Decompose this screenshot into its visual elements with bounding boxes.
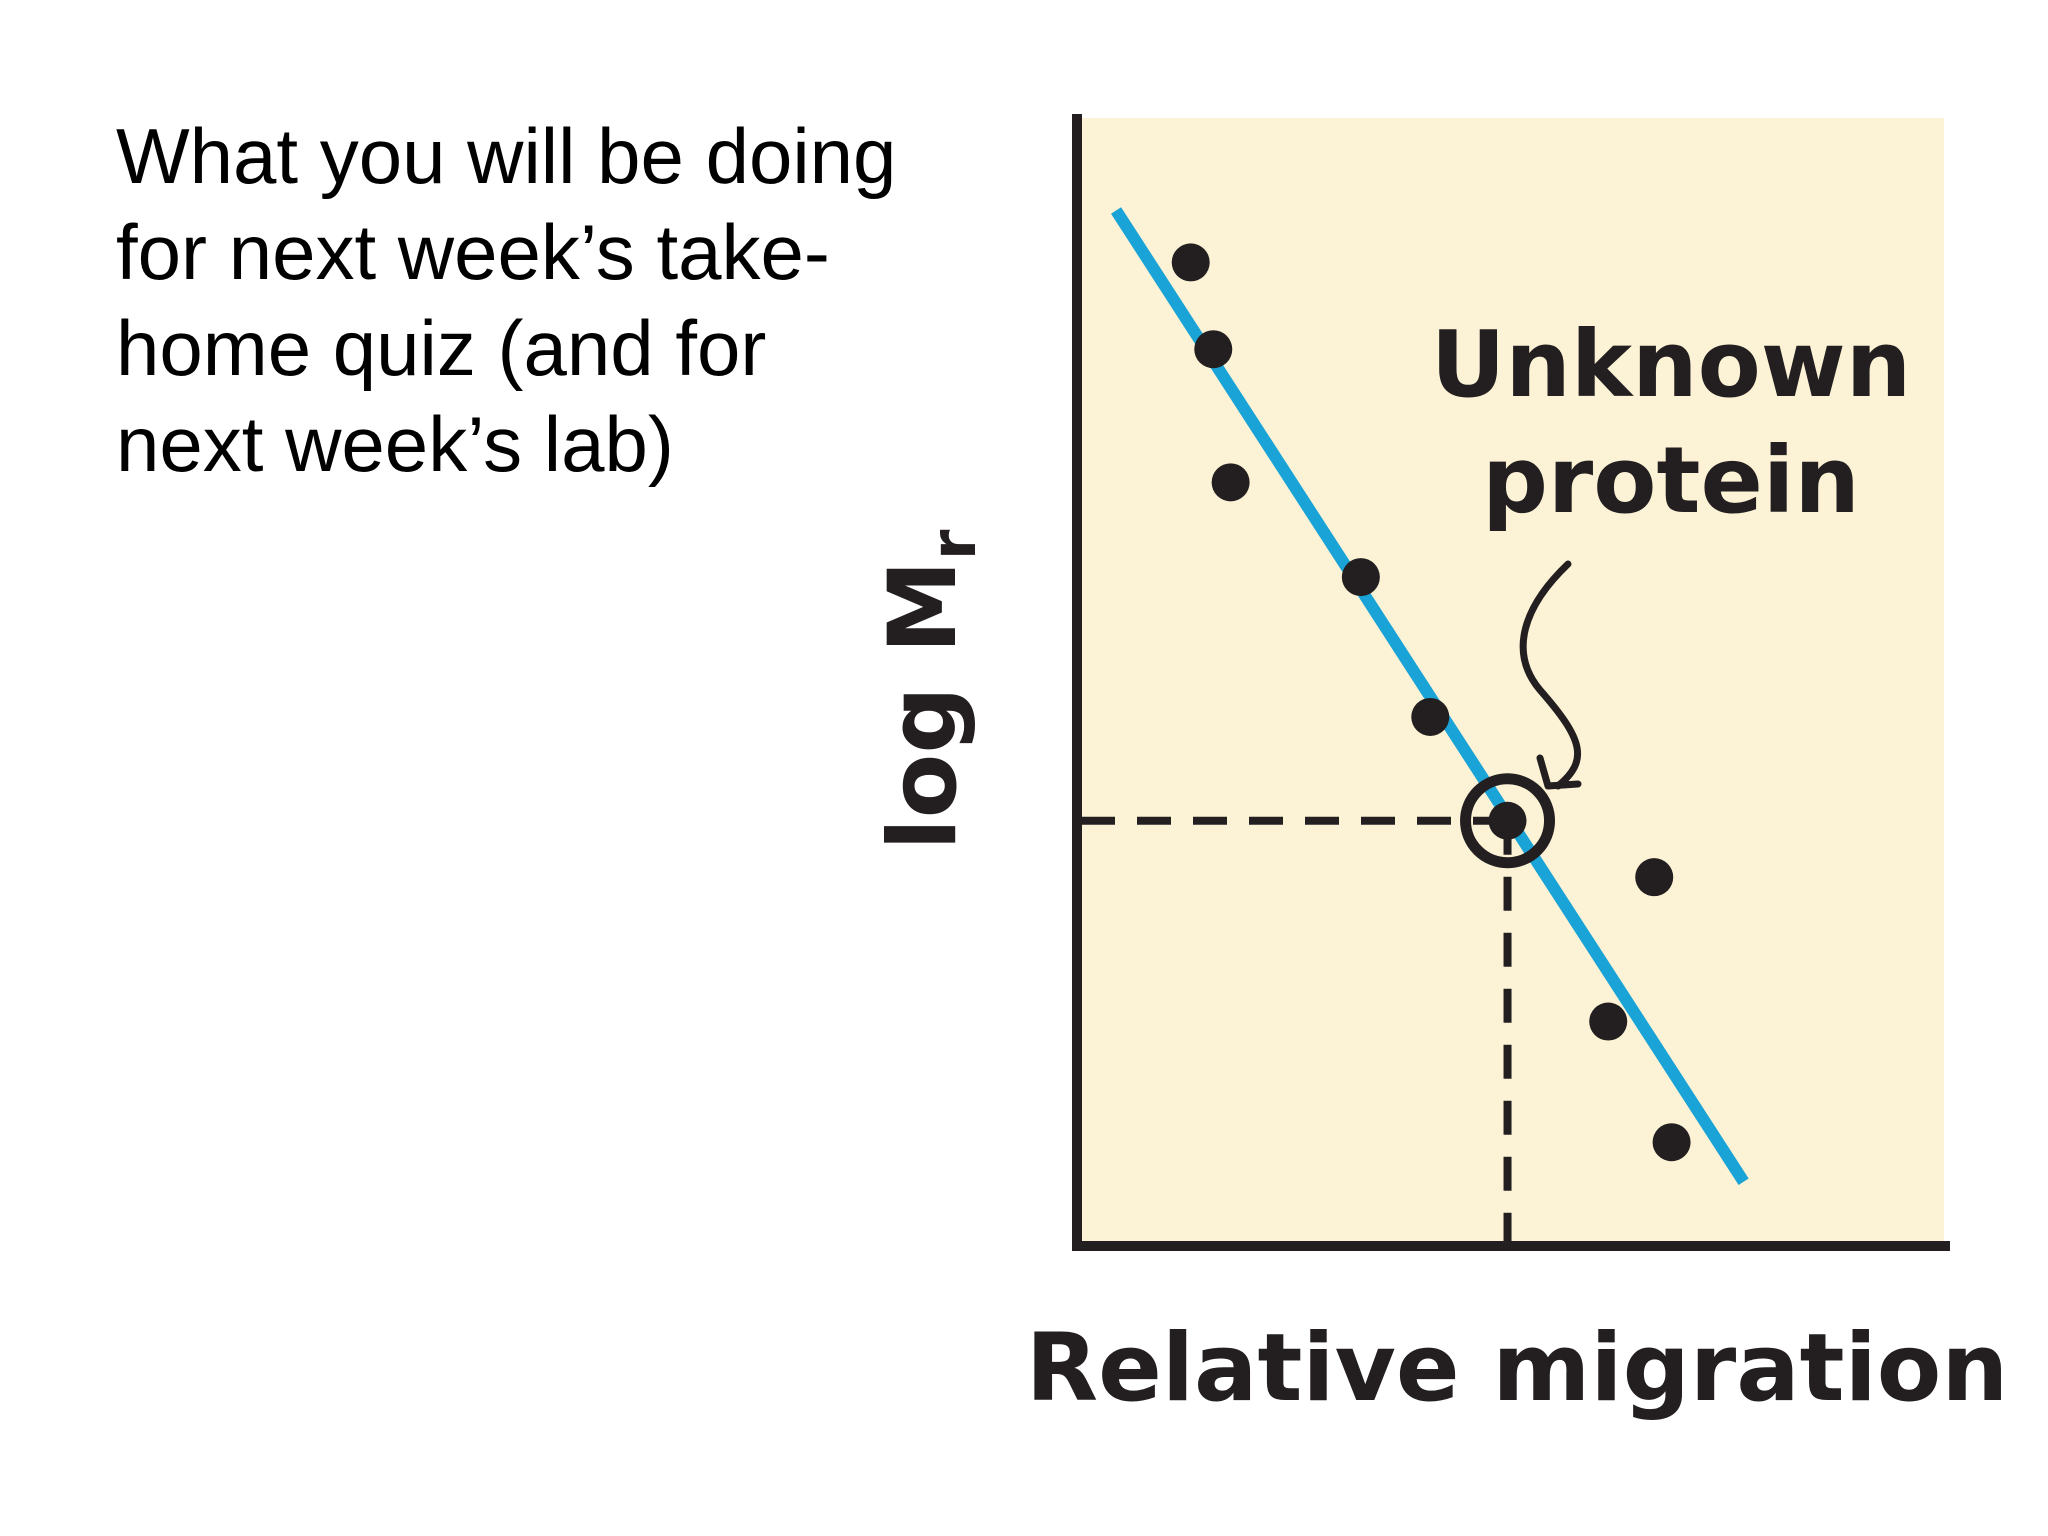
slide-text-line: next week’s lab) [116, 400, 674, 488]
data-points [1171, 243, 1691, 1162]
unknown-ring [1460, 773, 1556, 869]
dashed-guides [1081, 816, 1512, 1246]
annotation-label-line: protein [1482, 427, 1860, 534]
unknown-point [1488, 801, 1527, 840]
slide-text-line: home quiz (and for [116, 304, 767, 392]
arrow-head [1536, 754, 1582, 790]
data-point [1211, 463, 1250, 502]
x-axis-label: Relative migration [1026, 1314, 2009, 1423]
data-point [1171, 243, 1210, 282]
y-axis-label-subscript: r [917, 529, 990, 560]
y-axis-label: log Mr [869, 529, 990, 850]
annotation-arrow [1519, 560, 1582, 790]
data-point [1652, 1123, 1691, 1162]
y-axis-label-main: log M [869, 560, 978, 850]
slide-text-line: What you will be doing [116, 112, 897, 200]
slide-text: What you will be doing for next week’s t… [116, 108, 956, 492]
fit-line [1111, 207, 1749, 1185]
data-point [1635, 858, 1674, 897]
annotation-label-line: Unknown [1431, 311, 1912, 418]
slide-text-line: for next week’s take- [116, 208, 830, 296]
svg-text:log Mr: log Mr [869, 529, 990, 850]
data-point [1341, 558, 1380, 597]
data-point [1194, 330, 1233, 369]
data-point [1411, 697, 1450, 736]
data-point [1589, 1002, 1628, 1041]
